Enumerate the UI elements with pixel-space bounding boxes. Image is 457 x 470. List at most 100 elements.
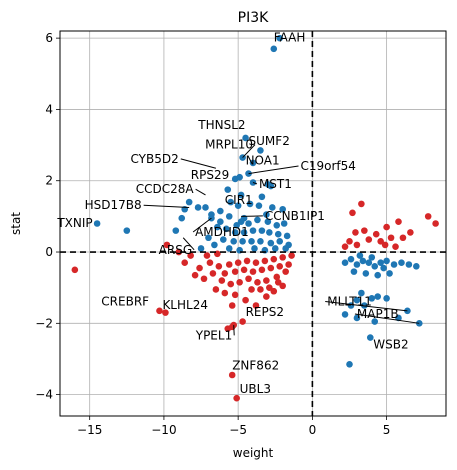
data-point <box>276 34 284 42</box>
data-point <box>231 268 239 275</box>
data-point <box>368 295 376 302</box>
data-point <box>350 268 358 275</box>
annotation-label: ARSG <box>159 243 192 257</box>
data-point <box>254 216 261 224</box>
data-point <box>156 307 163 315</box>
annotation-label: MLLT11 <box>327 294 372 308</box>
annotation-label: UBL3 <box>240 382 271 396</box>
data-point <box>361 227 368 234</box>
data-point <box>221 289 229 297</box>
data-point <box>346 361 353 368</box>
y-tick-label: −4 <box>35 388 53 402</box>
annotation-label: HSD17B8 <box>85 198 142 212</box>
data-point <box>392 243 399 250</box>
data-point <box>218 277 226 284</box>
data-point <box>249 268 257 275</box>
annotation-label: MRPL10 <box>205 138 253 152</box>
y-tick-label: 2 <box>45 174 53 188</box>
data-point <box>263 211 270 218</box>
annotation-label: REPS2 <box>246 305 284 319</box>
data-point <box>237 191 245 199</box>
data-point <box>214 223 221 231</box>
data-point <box>383 295 390 302</box>
data-point <box>261 257 269 265</box>
data-point <box>276 262 284 270</box>
data-point <box>242 134 249 142</box>
data-point <box>263 277 270 284</box>
data-point <box>282 268 289 275</box>
data-point <box>217 218 224 226</box>
data-point <box>209 270 217 277</box>
data-point <box>258 227 266 234</box>
annotation-arrow <box>143 204 190 208</box>
data-point <box>228 302 236 309</box>
y-tick-label: 0 <box>45 245 53 259</box>
data-point <box>225 213 233 220</box>
data-point <box>236 173 243 181</box>
data-point <box>274 279 282 286</box>
data-point <box>203 252 211 259</box>
data-point <box>267 239 275 247</box>
annotation-label: AMDHD1 <box>195 225 249 239</box>
data-point <box>236 279 243 286</box>
data-point <box>231 291 239 299</box>
data-point <box>248 286 255 293</box>
data-point <box>206 259 214 267</box>
data-point <box>270 287 278 295</box>
plot-frame <box>59 30 447 417</box>
data-point <box>217 207 224 215</box>
annotation-arrow <box>233 325 235 336</box>
data-point <box>371 318 379 325</box>
data-point <box>404 307 411 315</box>
data-point <box>215 262 223 270</box>
data-point <box>266 229 273 236</box>
data-point <box>267 182 275 190</box>
data-point <box>231 229 239 236</box>
data-point <box>220 236 227 243</box>
data-point <box>225 261 233 268</box>
data-point <box>359 257 367 265</box>
data-point <box>227 198 235 206</box>
data-point <box>377 238 384 245</box>
reference-lines <box>60 31 446 416</box>
x-tick-label: 0 <box>309 423 317 437</box>
data-point <box>356 252 364 259</box>
data-point <box>283 232 291 240</box>
data-point <box>255 202 263 209</box>
x-tick-label: −15 <box>77 423 102 437</box>
data-point <box>349 209 356 217</box>
annotation-arrow <box>195 188 206 196</box>
data-point <box>254 279 261 286</box>
data-point <box>352 229 359 236</box>
data-point <box>372 230 380 238</box>
annotation-label: CCDC28A <box>136 182 195 196</box>
y-tick-label: −2 <box>35 316 53 330</box>
data-point <box>374 293 382 300</box>
annotation-arrow <box>180 158 217 169</box>
data-point <box>390 261 398 268</box>
annotation-label: C19orf54 <box>301 159 356 173</box>
data-point <box>240 266 248 274</box>
data-point <box>269 204 276 211</box>
data-point <box>242 296 249 304</box>
data-point <box>353 261 361 268</box>
data-point <box>341 243 349 250</box>
data-point <box>245 275 252 283</box>
data-point <box>230 238 237 245</box>
data-point <box>93 220 101 227</box>
data-point <box>381 241 389 249</box>
annotation-label: KLHL24 <box>162 298 208 312</box>
data-point <box>346 238 353 245</box>
axis-ticks: −15 −10 −5 0 5 −4 −2 0 2 4 6 <box>35 31 390 437</box>
annotation-label: MST1 <box>259 177 292 191</box>
data-point <box>341 311 349 318</box>
data-point <box>246 200 254 208</box>
annotation-label: RPS29 <box>191 168 229 182</box>
data-point <box>205 234 212 242</box>
data-point <box>163 241 171 249</box>
data-point <box>239 318 246 325</box>
data-point <box>366 334 374 341</box>
data-point <box>175 248 183 256</box>
annotation-arrow <box>248 165 299 175</box>
